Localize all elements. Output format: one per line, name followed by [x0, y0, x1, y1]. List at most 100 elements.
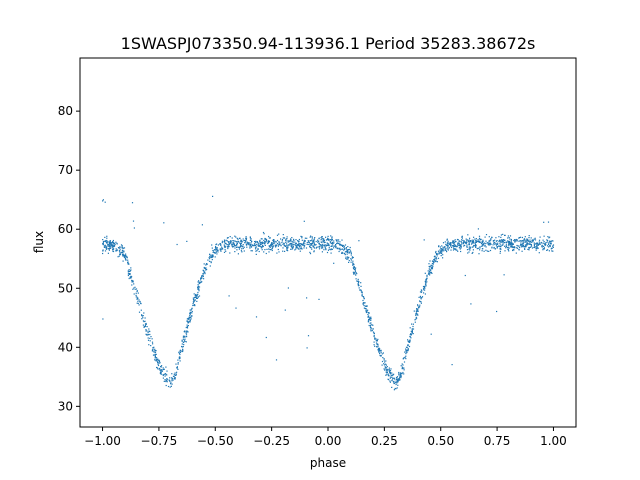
data-point — [154, 355, 156, 357]
data-point — [389, 371, 391, 374]
data-point — [349, 251, 351, 253]
data-point — [447, 248, 449, 250]
data-point — [376, 340, 378, 342]
data-point — [400, 375, 402, 377]
data-point — [131, 281, 133, 283]
data-point — [354, 269, 356, 271]
data-point — [184, 338, 186, 340]
data-point — [371, 324, 373, 326]
data-point — [244, 241, 246, 244]
data-point — [367, 316, 369, 318]
data-point — [282, 243, 284, 245]
data-point — [495, 237, 497, 239]
data-point — [321, 236, 323, 238]
data-point — [264, 244, 266, 246]
data-point — [343, 249, 345, 251]
data-point — [153, 354, 155, 356]
data-point — [460, 240, 462, 243]
data-point — [119, 249, 121, 251]
data-point — [508, 247, 510, 249]
data-point — [102, 243, 104, 245]
data-point — [237, 240, 240, 243]
data-point — [532, 240, 534, 242]
data-point — [235, 241, 237, 243]
data-point — [210, 261, 212, 263]
data-point — [536, 246, 538, 249]
data-point — [388, 369, 390, 371]
data-point — [507, 235, 509, 237]
data-point — [412, 323, 414, 325]
data-point — [447, 245, 449, 247]
data-point — [331, 248, 333, 250]
data-point — [250, 242, 252, 244]
data-point — [485, 246, 487, 248]
data-point — [472, 240, 475, 243]
data-point — [204, 267, 206, 269]
data-point — [299, 245, 301, 247]
data-point — [246, 241, 248, 243]
data-point — [407, 350, 409, 352]
data-point — [314, 244, 316, 246]
data-point — [300, 235, 302, 237]
data-point — [452, 245, 455, 247]
data-point — [359, 289, 361, 291]
data-point — [156, 357, 158, 359]
data-point — [106, 235, 108, 237]
data-point — [116, 249, 118, 252]
data-point — [533, 244, 535, 246]
data-point — [412, 325, 414, 328]
data-point — [120, 244, 123, 246]
data-point — [328, 239, 330, 241]
data-point — [407, 339, 409, 341]
data-point — [489, 239, 491, 241]
data-point — [477, 247, 479, 249]
data-point — [442, 254, 444, 256]
data-point — [367, 312, 369, 314]
data-point — [499, 248, 501, 250]
data-point — [260, 246, 262, 248]
data-point — [521, 240, 523, 242]
data-point — [331, 241, 334, 244]
data-point — [534, 237, 536, 239]
data-point — [504, 250, 506, 252]
data-point — [473, 236, 475, 238]
data-point — [361, 291, 363, 293]
data-point — [141, 314, 143, 316]
data-point — [267, 242, 269, 244]
data-point — [270, 244, 272, 246]
data-point — [499, 239, 501, 242]
data-point — [384, 366, 386, 368]
data-point — [239, 247, 241, 249]
data-point — [159, 362, 161, 364]
data-point — [460, 250, 462, 253]
data-point — [390, 374, 392, 376]
data-point — [193, 301, 195, 303]
data-point — [524, 248, 526, 250]
data-point — [169, 377, 171, 379]
data-point — [401, 363, 403, 365]
data-point — [398, 371, 400, 374]
data-point — [494, 248, 496, 250]
data-point — [458, 247, 460, 249]
data-point — [147, 334, 150, 336]
data-point — [287, 244, 289, 246]
data-point — [385, 371, 387, 373]
data-point — [102, 240, 105, 243]
data-point — [260, 241, 262, 243]
data-point — [230, 241, 232, 243]
data-point — [339, 249, 341, 251]
data-point — [330, 248, 332, 250]
data-point — [422, 288, 425, 290]
data-point — [400, 372, 402, 374]
data-point — [483, 250, 485, 252]
data-point — [232, 240, 234, 242]
data-point — [124, 256, 126, 258]
data-point — [104, 236, 106, 238]
data-point — [499, 242, 501, 244]
data-point — [313, 240, 315, 242]
data-point — [227, 237, 229, 239]
data-point — [178, 356, 180, 358]
data-point — [345, 256, 347, 258]
data-point — [110, 247, 112, 249]
